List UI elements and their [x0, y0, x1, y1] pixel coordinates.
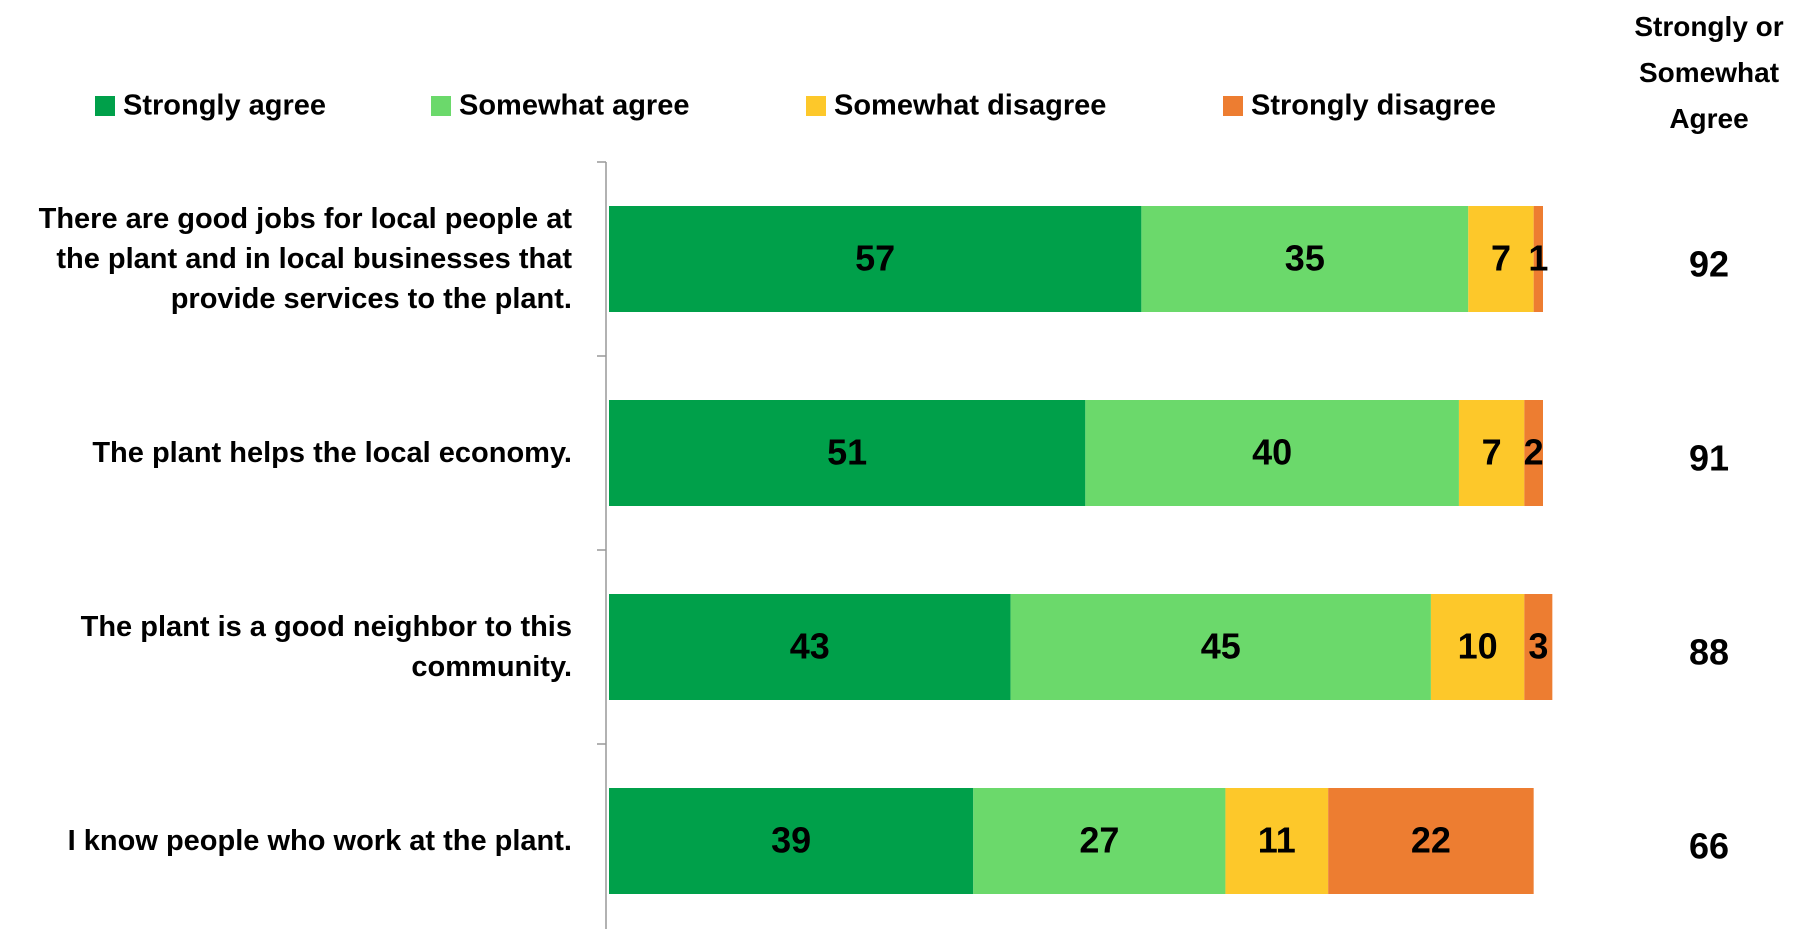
- value-label: 51: [827, 432, 867, 473]
- value-label: 22: [1411, 820, 1451, 861]
- value-label: 45: [1201, 626, 1241, 667]
- category-label: The plant is a good neighbor to this com…: [80, 611, 572, 683]
- value-label: 7: [1491, 238, 1511, 279]
- value-label: 40: [1252, 432, 1292, 473]
- bar-segment: [1524, 400, 1543, 506]
- bar-segment: [973, 788, 1226, 894]
- total-label: 92: [1689, 244, 1729, 285]
- bar-segment: [1533, 206, 1543, 312]
- bar-segment: [1468, 206, 1534, 312]
- value-label: 10: [1458, 626, 1498, 667]
- value-label: 39: [771, 820, 811, 861]
- value-label: 3: [1528, 626, 1548, 667]
- bar-segment: [609, 788, 974, 894]
- value-label: 27: [1079, 820, 1119, 861]
- total-label: 66: [1689, 826, 1729, 867]
- value-label: 1: [1528, 238, 1548, 279]
- legend-swatch: [806, 96, 826, 116]
- category-label: There are good jobs for local people at …: [38, 203, 572, 315]
- bar-segment: [609, 206, 1142, 312]
- legend-label: Somewhat agree: [459, 90, 689, 122]
- bar-segment: [1524, 594, 1553, 700]
- bar-segment: [1085, 400, 1459, 506]
- bar-segment: [1458, 400, 1525, 506]
- bar-segment: [609, 594, 1011, 700]
- value-label: 2: [1524, 432, 1544, 473]
- bar-segment: [1010, 594, 1431, 700]
- total-label: 88: [1689, 632, 1729, 673]
- legend-label: Somewhat disagree: [834, 90, 1106, 122]
- value-label: 43: [790, 626, 830, 667]
- value-label: 7: [1482, 432, 1502, 473]
- legend-swatch: [431, 96, 451, 116]
- totals-title: Strongly or Somewhat Agree: [1634, 11, 1784, 134]
- category-label: I know people who work at the plant.: [67, 825, 572, 857]
- legend-label: Strongly disagree: [1251, 90, 1496, 122]
- bar-segment: [1225, 788, 1329, 894]
- bar-segment: [1430, 594, 1525, 700]
- value-label: 11: [1258, 820, 1296, 861]
- legend-swatch: [95, 96, 115, 116]
- bar-segment: [1141, 206, 1469, 312]
- value-label: 57: [855, 238, 895, 279]
- bar-segment: [609, 400, 1086, 506]
- bar-segment: [1328, 788, 1534, 894]
- legend-swatch: [1223, 96, 1243, 116]
- legend-label: Strongly agree: [123, 90, 326, 122]
- total-label: 91: [1689, 438, 1729, 479]
- value-label: 35: [1285, 238, 1325, 279]
- category-label: The plant helps the local economy.: [92, 437, 572, 469]
